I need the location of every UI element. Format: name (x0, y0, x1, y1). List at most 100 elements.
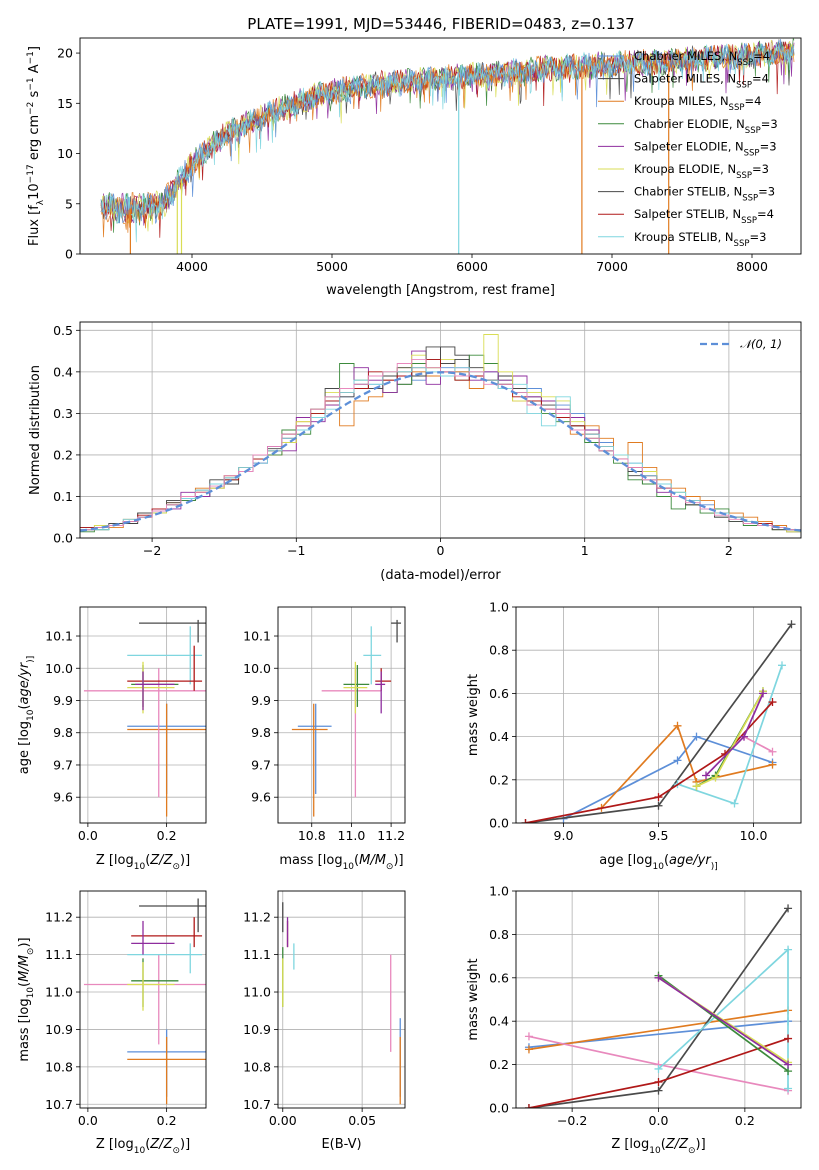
gridlines (278, 607, 405, 823)
axes-frame (515, 606, 802, 824)
panel-mwAge-ylabel: mass weight (466, 674, 481, 756)
weight-marker-7 (711, 773, 720, 782)
panel-ageM-xlabel: mass [log10(M/M⊙)] (279, 853, 403, 872)
weight-marker-7 (692, 782, 701, 791)
y-tick-label: 10.9 (243, 1022, 271, 1037)
y-tick-label: 0.6 (489, 686, 509, 701)
panel-massZ-ylabel-part: 10 (26, 987, 36, 999)
spectrum-ylabel-part: A (27, 64, 42, 77)
panel-ageZ-ylabel-part: 10 (26, 709, 36, 721)
weight-marker-3 (787, 620, 796, 629)
legend-normal-label: 𝒩(0, 1) (740, 337, 782, 351)
panel-mwZ-xlabel-part: )] (696, 1137, 706, 1152)
panel-ageZ-xlabel-part: )] (180, 853, 190, 868)
weight-marker-2 (524, 1032, 533, 1041)
x-tick-label: −2 (143, 543, 161, 558)
y-tick-label: 0.8 (489, 927, 509, 942)
x-tick-label: 11.0 (338, 828, 366, 843)
ticks (512, 606, 754, 827)
panel-massZ-xlabel-part: 10 (134, 1146, 146, 1156)
x-tick-label: 0.0 (78, 1113, 98, 1128)
mass-vs-Z-panel: 0.0 0.210.710.810.911.011.111.2Z [log10(Z… (17, 890, 207, 1156)
age-vs-Z-panel: 0.0 0.29.69.79.89.910.010.1Z [log10(Z/Z⊙)… (17, 606, 207, 872)
legend-name: Kroupa STELIB, N (634, 230, 734, 244)
panel-massZ-ylabel-part: M/M (17, 955, 32, 982)
axes-frame (79, 321, 802, 539)
weight-line-1 (600, 724, 773, 809)
x-tick-label: −0.2 (557, 1113, 587, 1128)
y-tick-label: 11.2 (243, 910, 271, 925)
weight-marker-0 (673, 756, 682, 765)
x-tick-label: −1 (287, 543, 305, 558)
weight-marker-5 (784, 1034, 793, 1043)
weight-marker-4 (730, 799, 739, 808)
panel-ageM-xlabel-part: M/M (359, 853, 386, 868)
y-tick-label: 10.7 (243, 1097, 271, 1112)
panel-massZ-ylabel: mass [log10(M/M⊙)] (17, 937, 36, 1061)
x-tick-label: 0.05 (348, 1113, 376, 1128)
spectrum-ylabel-part: −2 (26, 102, 36, 115)
weight-marker-2 (768, 747, 777, 756)
panel-mwZ-xlabel-part: Z/Z (665, 1137, 689, 1152)
weight-marker-0 (692, 732, 701, 741)
weight-marker-8 (654, 973, 663, 982)
weight-marker-4 (784, 1084, 793, 1093)
plot-area (291, 619, 402, 817)
x-tick-label: 0.0 (649, 1113, 669, 1128)
legend-sub: SSP (745, 126, 761, 136)
x-tick-label: 0.2 (157, 1113, 177, 1128)
spectrum-ylabel-part: −1 (26, 77, 36, 90)
axes-frame (277, 606, 406, 824)
y-tick-label: 10.8 (243, 1059, 271, 1074)
residuals-xlabel: (data-model)/error (380, 568, 501, 583)
weight-marker-3 (654, 1086, 663, 1095)
weight-marker-5 (654, 1077, 663, 1086)
weight-marker-4 (778, 661, 786, 670)
y-tick-label: 5 (65, 196, 73, 211)
panel-mwAge-xlabel-part: ( (664, 853, 669, 868)
y-tick-label: 0.0 (489, 816, 509, 831)
panel-mwZ-xlabel-part: Z [log (611, 1137, 649, 1152)
y-tick-label: 10.8 (45, 1059, 73, 1074)
spectrum-ylabel-part: s (27, 90, 42, 101)
x-tick-label: 6000 (456, 259, 488, 274)
weight-marker-4 (654, 1064, 663, 1073)
panel-massEbv-xlabel: E(B-V) (321, 1137, 361, 1152)
massweight-vs-Z-panel: −0.2 0.0 0.2 0.0 0.2 0.4 0.6 0.8 1.0 Z [log10(Z/Z… (466, 884, 802, 1156)
gridlines (516, 890, 801, 1109)
panel-ageZ-ylabel: age [log10(age/yr)] (17, 656, 36, 774)
weight-line-0 (563, 735, 773, 820)
legend-sub: SSP (742, 194, 758, 204)
y-tick-label: 11.0 (243, 985, 271, 1000)
weight-marker-3 (784, 904, 793, 913)
massweight-vs-age-panel: 9.0 9.5 10.0 0.0 0.2 0.4 0.6 0.8 1.0 age [log10(a… (466, 600, 802, 872)
panel-massZ-ylabel-part: ( (17, 982, 32, 987)
panel-ageZ-ylabel-part: )] (26, 656, 36, 663)
y-tick-label: 10.0 (243, 661, 271, 676)
panel-mwAge-xlabel-part: age/yr (669, 853, 712, 868)
weight-marker-3 (654, 801, 663, 810)
panel-ageZ-xlabel-part: 10 (134, 862, 146, 872)
y-tick-label: 20 (57, 46, 73, 61)
legend-value: =3 (761, 117, 778, 131)
y-tick-label: 0.6 (489, 970, 509, 985)
x-tick-label: 0.2 (157, 828, 177, 843)
weight-marker-8 (759, 689, 767, 698)
plot-area (80, 334, 801, 533)
plot-area (83, 898, 206, 1105)
x-tick-label: 2 (725, 543, 733, 558)
panel-ageZ-xlabel-part: ( (145, 853, 150, 868)
plot-area (282, 902, 401, 1105)
y-tick-label: 10.9 (45, 1022, 73, 1037)
panel-massZ-ylabel-part: )] (17, 937, 32, 947)
y-tick-label: 11.1 (243, 947, 271, 962)
x-tick-label: 9.0 (554, 828, 574, 843)
plot-area (524, 904, 793, 1108)
legend-entry-7: Salpeter STELIB, NSSP=4 (634, 207, 774, 226)
y-tick-label: 0.2 (53, 447, 73, 462)
legend-name: Salpeter STELIB, N (634, 207, 741, 221)
legend-value: =3 (752, 162, 769, 176)
x-tick-label: 0 (437, 543, 445, 558)
plot-area (521, 620, 796, 823)
legend-name: Salpeter MILES, N (634, 72, 736, 86)
